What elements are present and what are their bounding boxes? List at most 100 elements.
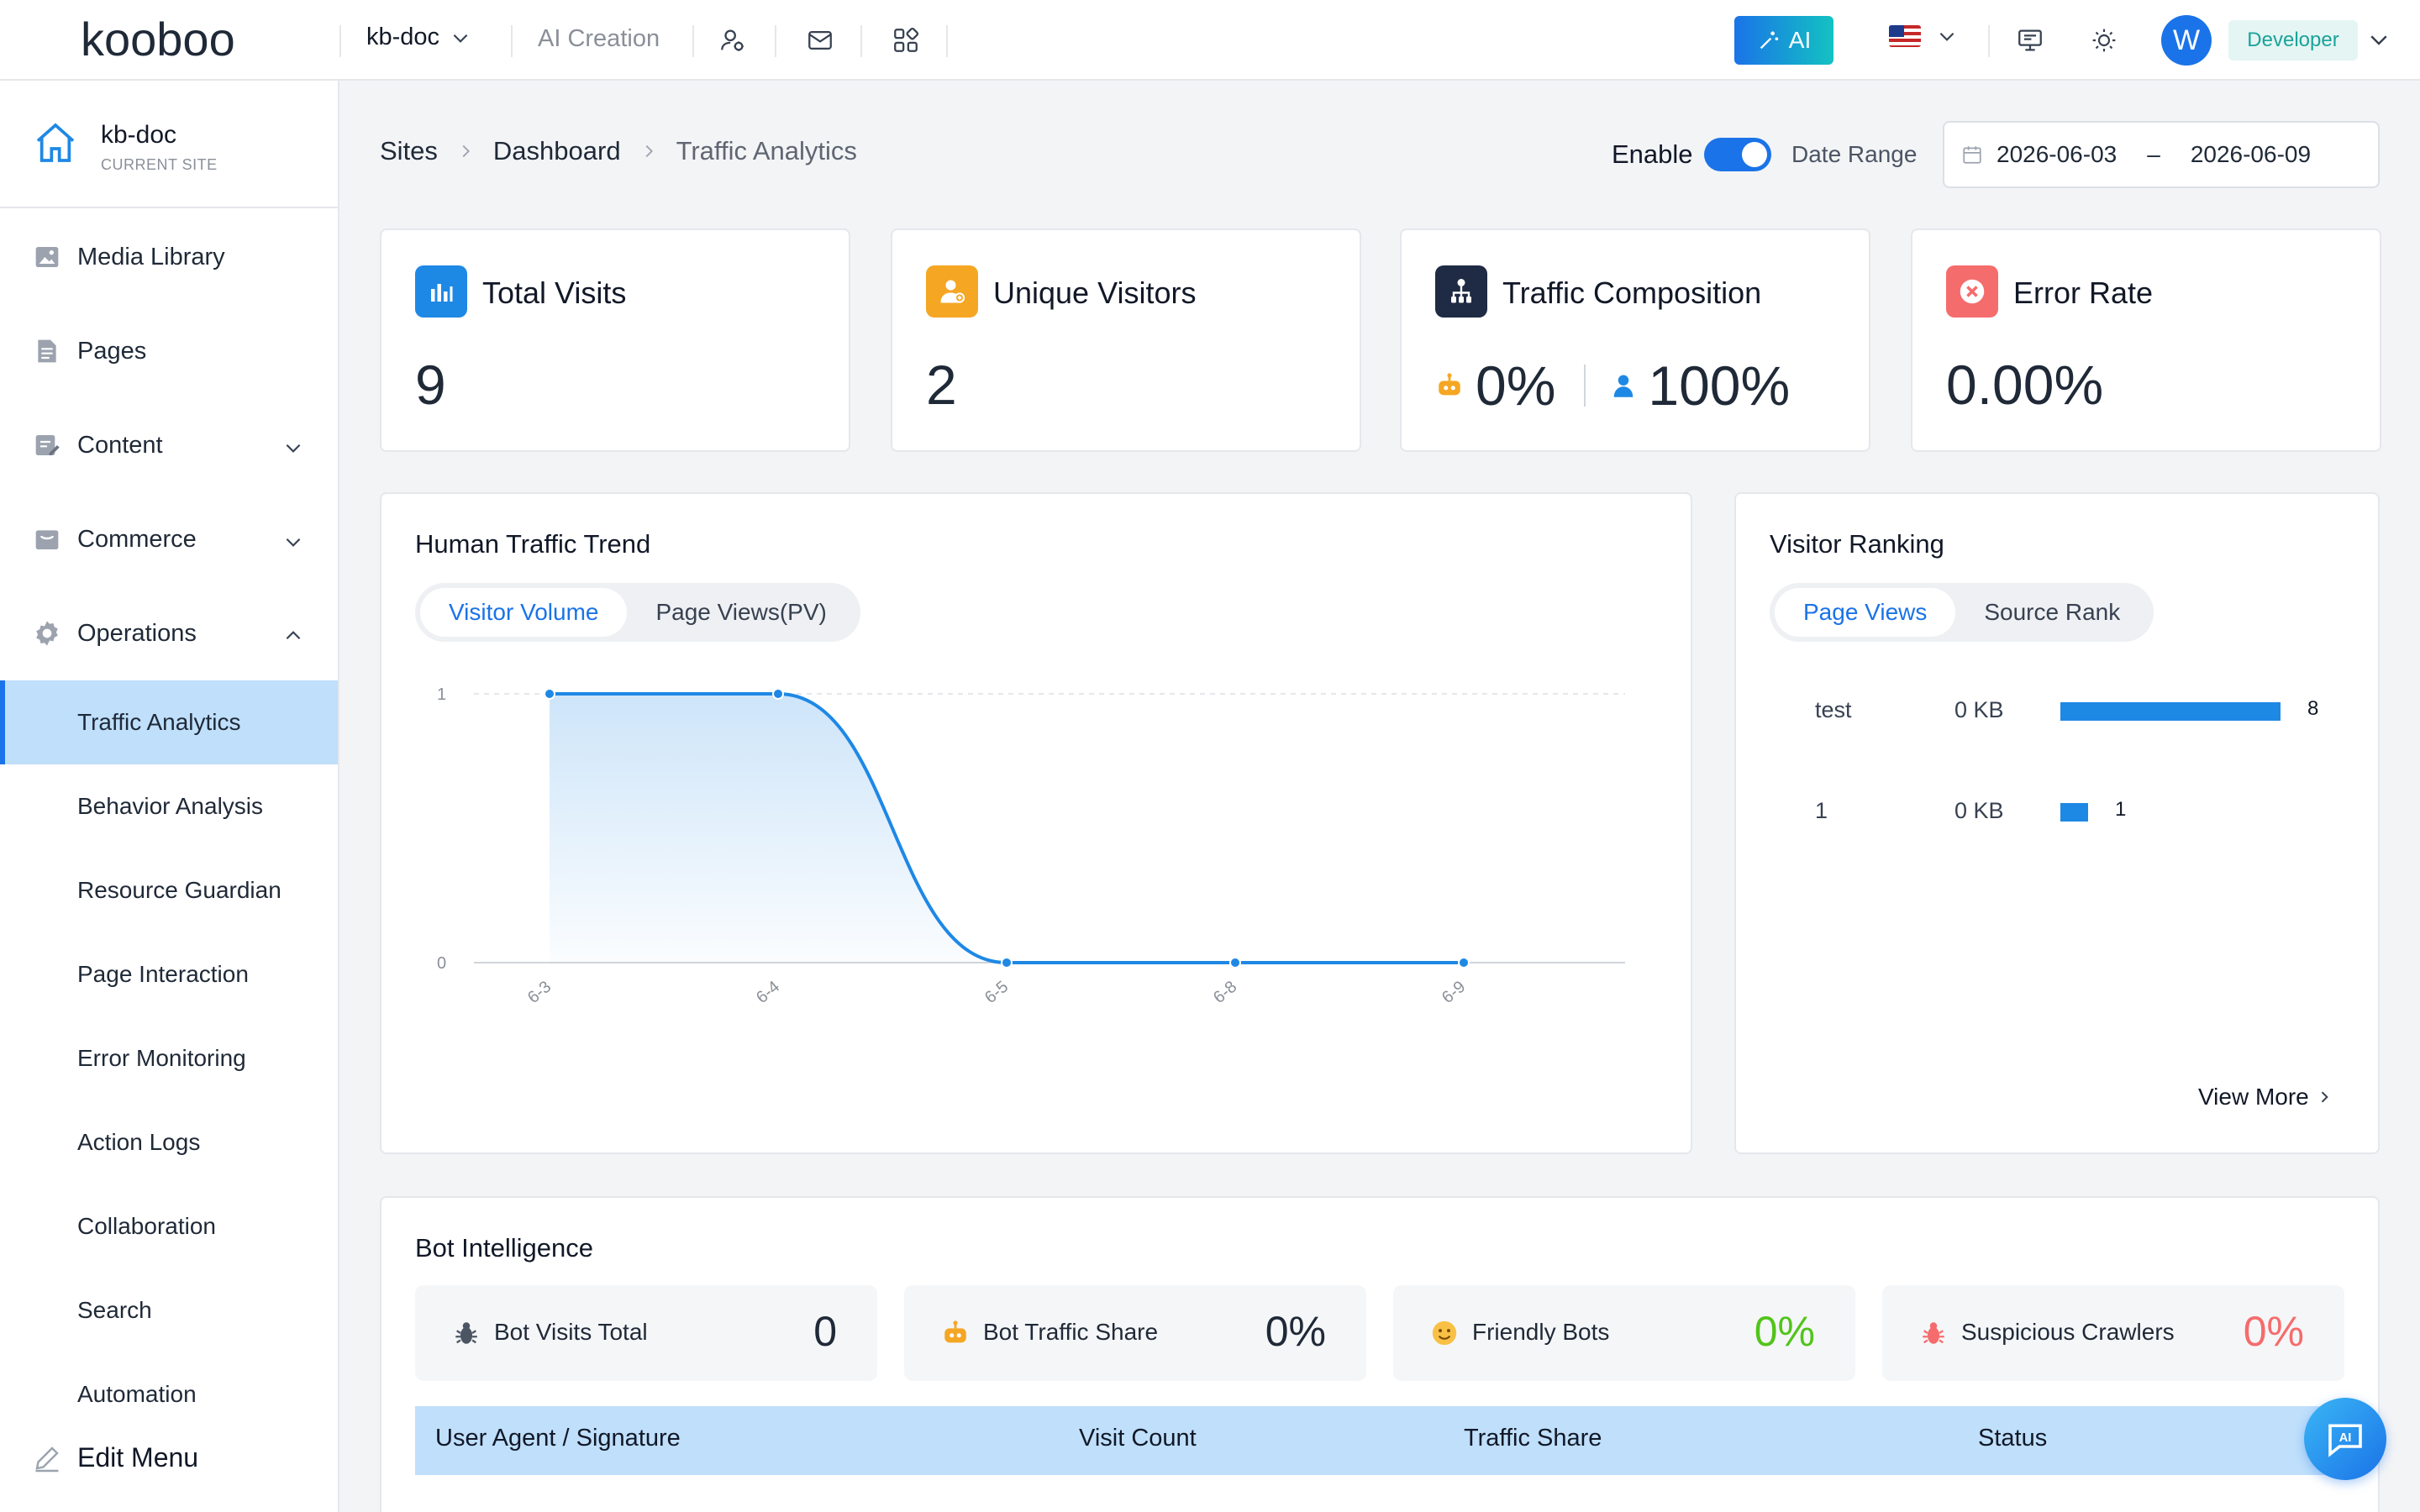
sidebar-subitem-label: Search bbox=[77, 1297, 152, 1323]
data-point bbox=[772, 688, 784, 700]
divider bbox=[946, 25, 948, 57]
ranking-row[interactable]: 1 0 KB 1 bbox=[1736, 795, 2378, 828]
date-end[interactable]: 2026-06-09 bbox=[2190, 141, 2312, 167]
edit-menu-button[interactable]: Edit Menu bbox=[0, 1428, 338, 1487]
sidebar-subitem-automation[interactable]: Automation bbox=[0, 1352, 338, 1436]
bot-stat-label: Friendly Bots bbox=[1472, 1319, 1610, 1345]
tab-page-views[interactable]: Page Views(PV) bbox=[655, 599, 827, 625]
stat-value: 0.00% bbox=[1946, 354, 2104, 416]
current-site-name: kb-doc bbox=[101, 121, 177, 149]
sun-icon[interactable] bbox=[2089, 25, 2119, 55]
language-selector[interactable] bbox=[1889, 25, 1958, 47]
sidebar-subitem-search[interactable]: Search bbox=[0, 1268, 338, 1352]
column-traffic-share[interactable]: Traffic Share bbox=[1464, 1425, 1602, 1452]
divider bbox=[1988, 25, 1990, 57]
breadcrumb-dashboard[interactable]: Dashboard bbox=[492, 136, 621, 165]
close-circle-icon bbox=[1946, 265, 1998, 318]
edit-menu-label: Edit Menu bbox=[77, 1441, 199, 1473]
sidebar-subitem-error-monitoring[interactable]: Error Monitoring bbox=[0, 1016, 338, 1100]
apps-grid-icon[interactable] bbox=[891, 25, 921, 55]
ranking-row[interactable]: test 0 KB 8 bbox=[1736, 694, 2378, 727]
sidebar-item-label: Operations bbox=[77, 619, 197, 647]
visitor-icon bbox=[926, 265, 978, 318]
view-more-link[interactable]: View More bbox=[2198, 1084, 2333, 1110]
panel-title: Visitor Ranking bbox=[1770, 529, 1944, 559]
date-separator: – bbox=[2147, 141, 2160, 167]
site-selector[interactable]: kb-doc bbox=[366, 24, 471, 51]
ranking-count: 8 bbox=[2307, 697, 2319, 720]
sidebar-item-commerce[interactable]: Commerce bbox=[0, 497, 338, 581]
bot-stat-value: 0% bbox=[1265, 1308, 1326, 1355]
bug-icon bbox=[455, 1322, 477, 1344]
chevron-down-icon bbox=[453, 34, 468, 43]
suspicious-crawlers-stat: Suspicious Crawlers 0% bbox=[1882, 1285, 2344, 1381]
human-share-value: 100% bbox=[1648, 354, 1791, 417]
enable-toggle[interactable] bbox=[1704, 138, 1771, 171]
sidebar-item-label: Commerce bbox=[77, 525, 197, 553]
ai-creation-link[interactable]: AI Creation bbox=[538, 25, 660, 52]
column-visit-count[interactable]: Visit Count bbox=[1079, 1425, 1197, 1452]
bot-table-header: User Agent / Signature Visit Count Traff… bbox=[415, 1406, 2339, 1475]
chevron-right-icon bbox=[2321, 1091, 2328, 1103]
sidebar-subitem-page-interaction[interactable]: Page Interaction bbox=[0, 932, 338, 1016]
sidebar-item-media-library[interactable]: Media Library bbox=[0, 215, 338, 299]
column-user-agent[interactable]: User Agent / Signature bbox=[435, 1425, 681, 1452]
bot-share-value: 0% bbox=[1476, 354, 1556, 417]
date-range-picker[interactable]: 2026-06-03 – 2026-06-09 bbox=[1943, 121, 2380, 188]
current-site-header[interactable]: kb-doc CURRENT SITE bbox=[0, 81, 338, 208]
sidebar-subitem-label: Resource Guardian bbox=[77, 877, 281, 903]
tab-page-views-rank[interactable]: Page Views bbox=[1775, 588, 1956, 637]
avatar[interactable]: W bbox=[2161, 15, 2212, 66]
mail-icon[interactable] bbox=[805, 25, 835, 55]
tab-visitor-volume[interactable]: Visitor Volume bbox=[420, 588, 628, 637]
chevron-down-icon[interactable] bbox=[2366, 27, 2391, 52]
date-start[interactable]: 2026-06-03 bbox=[1996, 141, 2118, 167]
sidebar-subitem-traffic-analytics[interactable]: Traffic Analytics bbox=[0, 680, 338, 764]
sidebar-item-content[interactable]: Content bbox=[0, 403, 338, 487]
sidebar-subitem-action-logs[interactable]: Action Logs bbox=[0, 1100, 338, 1184]
ranking-page-name: 1 bbox=[1815, 798, 1828, 823]
store-icon bbox=[35, 530, 59, 549]
bot-stat-value: 0 bbox=[813, 1308, 837, 1355]
sidebar-subitem-label: Collaboration bbox=[77, 1213, 216, 1239]
column-status[interactable]: Status bbox=[1978, 1425, 2048, 1452]
magic-wand-icon bbox=[1760, 31, 1778, 50]
user-manage-icon[interactable] bbox=[718, 25, 748, 55]
chevron-up-icon bbox=[286, 631, 301, 640]
kooboo-logo[interactable]: kooboo bbox=[81, 15, 274, 66]
bot-stat-label: Bot Visits Total bbox=[494, 1319, 648, 1345]
calendar-icon bbox=[1963, 146, 1981, 164]
sidebar-subitem-resource-guardian[interactable]: Resource Guardian bbox=[0, 848, 338, 932]
sidebar-subitem-label: Error Monitoring bbox=[77, 1045, 246, 1071]
svg-text:kooboo: kooboo bbox=[81, 15, 235, 66]
breadcrumb-sites[interactable]: Sites bbox=[380, 136, 438, 165]
sidebar-item-label: Pages bbox=[77, 337, 147, 365]
tab-source-rank[interactable]: Source Rank bbox=[1984, 599, 2121, 625]
sidebar-subitem-label: Behavior Analysis bbox=[77, 793, 264, 819]
sidebar-subitem-collaboration[interactable]: Collaboration bbox=[0, 1184, 338, 1268]
chat-ai-icon: AI bbox=[2328, 1424, 2362, 1457]
sidebar-subitem-label: Automation bbox=[77, 1381, 197, 1407]
unique-visitors-card: Unique Visitors 2 bbox=[891, 228, 1361, 452]
divider bbox=[1584, 365, 1586, 407]
hierarchy-icon bbox=[1435, 265, 1487, 318]
monitor-icon[interactable] bbox=[2015, 25, 2045, 55]
role-badge[interactable]: Developer bbox=[2228, 20, 2358, 60]
trend-chart: 0 1 6-3 6-4 6-5 6-8 6-9 bbox=[437, 685, 1625, 1007]
sidebar-item-operations[interactable]: Operations bbox=[0, 591, 338, 675]
sidebar-item-pages[interactable]: Pages bbox=[0, 309, 338, 393]
ai-assistant-button[interactable]: AI bbox=[2304, 1398, 2386, 1480]
ai-button[interactable]: AI bbox=[1734, 16, 1833, 65]
bot-visits-total-stat: Bot Visits Total 0 bbox=[415, 1285, 877, 1381]
x-tick-label: 6-5 bbox=[981, 978, 1012, 1007]
ranking-tab-switch: Page Views Source Rank bbox=[1770, 583, 2154, 642]
stat-value: 2 bbox=[926, 354, 957, 416]
robot-icon bbox=[944, 1320, 966, 1343]
bot-stat-value: 0% bbox=[2243, 1308, 2304, 1355]
series-area bbox=[550, 694, 1464, 963]
svg-text:AI: AI bbox=[2339, 1431, 2352, 1445]
person-icon bbox=[1614, 375, 1634, 397]
sidebar-subitem-behavior-analysis[interactable]: Behavior Analysis bbox=[0, 764, 338, 848]
pencil-icon bbox=[35, 1446, 59, 1473]
sidebar-subitem-label: Page Interaction bbox=[77, 961, 249, 987]
